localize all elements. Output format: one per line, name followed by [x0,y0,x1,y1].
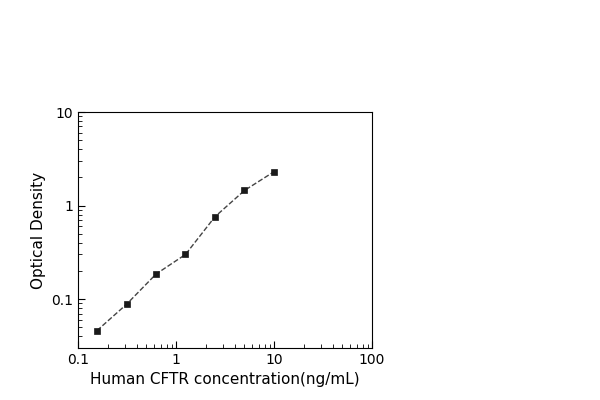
Y-axis label: Optical Density: Optical Density [31,172,46,288]
X-axis label: Human CFTR concentration(ng/mL): Human CFTR concentration(ng/mL) [90,372,360,388]
